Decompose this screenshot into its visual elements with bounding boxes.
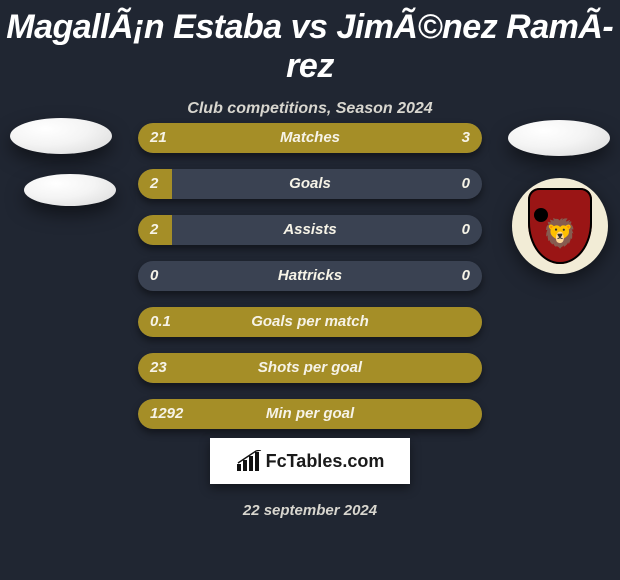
bars-icon <box>236 450 262 472</box>
stat-row: 23Shots per goal <box>138 353 482 383</box>
comparison-rows: 213Matches 20Goals 20Assists 00Hattricks 0.1… <box>138 123 482 445</box>
right-orb-1 <box>508 120 610 156</box>
stat-label: Assists <box>138 215 482 245</box>
stat-row: 0.1Goals per match <box>138 307 482 337</box>
stat-label: Goals per match <box>138 307 482 337</box>
footer-date: 22 september 2024 <box>0 502 620 519</box>
stat-label: Hattricks <box>138 261 482 291</box>
brand-text: FcTables.com <box>266 451 385 472</box>
stat-row: 20Goals <box>138 169 482 199</box>
crest-shield: 🦁 <box>528 188 592 264</box>
stat-label: Goals <box>138 169 482 199</box>
brand-logo: FcTables.com <box>210 438 410 484</box>
crest-text: CARACAS F.C. <box>512 178 588 179</box>
stat-label: Min per goal <box>138 399 482 429</box>
stat-label: Shots per goal <box>138 353 482 383</box>
crest-lion-icon: 🦁 <box>543 220 578 248</box>
left-orb-2 <box>24 174 116 206</box>
stat-row: 20Assists <box>138 215 482 245</box>
stat-label: Matches <box>138 123 482 153</box>
stat-row: 00Hattricks <box>138 261 482 291</box>
page-subtitle: Club competitions, Season 2024 <box>0 100 620 118</box>
left-orb-1 <box>10 118 112 154</box>
stat-row: 1292Min per goal <box>138 399 482 429</box>
page-title: MagallÃ¡n Estaba vs JimÃ©nez RamÃ­rez <box>0 0 620 86</box>
stat-row: 213Matches <box>138 123 482 153</box>
team-crest: CARACAS F.C. 🦁 <box>512 178 608 274</box>
